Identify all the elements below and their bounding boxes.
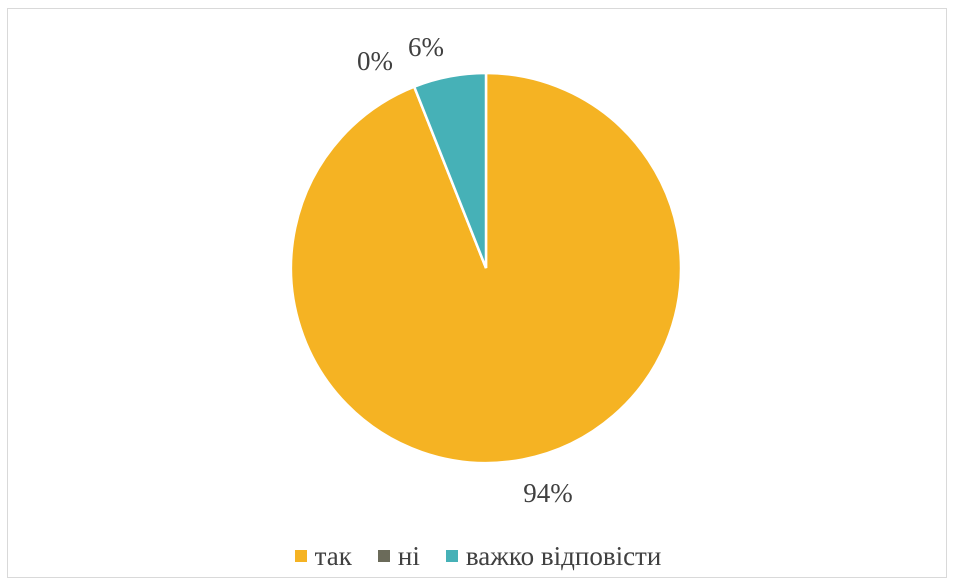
legend-label-vazhko: важко відповісти bbox=[465, 540, 662, 571]
data-label-0: 94% bbox=[523, 478, 573, 508]
data-labels: 94% 0% 6% bbox=[357, 32, 573, 508]
data-label-1: 0% bbox=[357, 46, 393, 76]
legend-swatch-ni bbox=[377, 550, 390, 562]
legend-item-vazhko: важко відповісти bbox=[445, 540, 662, 572]
legend-item-tak: так bbox=[294, 540, 352, 572]
legend-swatch-vazhko bbox=[445, 550, 458, 562]
legend-label-tak: так bbox=[314, 540, 352, 571]
pie-slices bbox=[289, 71, 683, 465]
legend: так ні важко відповісти bbox=[0, 536, 956, 576]
pie-slice-2 bbox=[412, 71, 488, 269]
legend-label-ni: ні bbox=[397, 540, 420, 571]
legend-swatch-tak bbox=[294, 550, 307, 562]
data-label-2: 6% bbox=[408, 32, 444, 62]
legend-item-ni: ні bbox=[377, 540, 420, 572]
